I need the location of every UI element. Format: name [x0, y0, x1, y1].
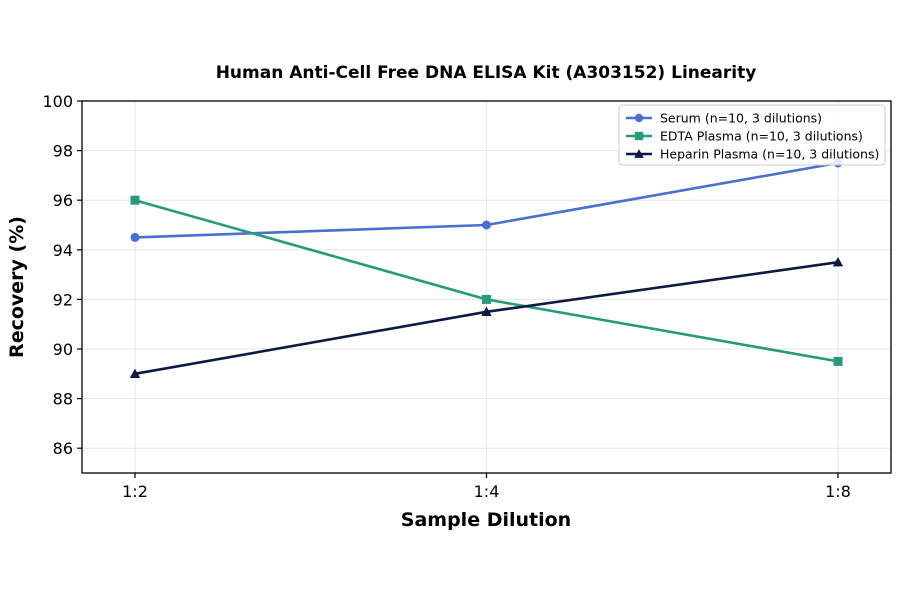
data-point: [130, 195, 140, 205]
y-tick-label: 90: [53, 340, 73, 359]
data-point: [832, 257, 844, 267]
legend-box: [618, 104, 886, 166]
legend-label: Heparin Plasma (n=10, 3 dilutions): [660, 147, 879, 162]
y-tick-label: 96: [53, 191, 73, 210]
series-2: [129, 257, 844, 378]
data-point: [482, 220, 491, 230]
y-tick-label: 86: [53, 439, 73, 458]
y-tick-label: 100: [42, 92, 73, 111]
legend-label: EDTA Plasma (n=10, 3 dilutions): [660, 129, 863, 144]
legend-entry: Heparin Plasma (n=10, 3 dilutions): [626, 147, 879, 162]
data-point: [129, 368, 141, 378]
data-point: [481, 306, 492, 316]
legend-entry: EDTA Plasma (n=10, 3 dilutions): [626, 129, 863, 144]
legend-marker: [634, 113, 644, 123]
series-layer: [129, 158, 844, 378]
legend-marker: [634, 149, 644, 158]
data-point: [833, 356, 843, 366]
legend-label: Serum (n=10, 3 dilutions): [660, 111, 822, 126]
y-tick-label: 94: [53, 241, 73, 260]
y-tick-label: 88: [53, 390, 73, 409]
y-axis-label: Recovery (%): [6, 216, 28, 358]
x-tick-label: 1:8: [825, 482, 851, 501]
series-1: [130, 195, 843, 366]
legend-entry: Serum (n=10, 3 dilutions): [626, 111, 822, 126]
chart-title: Human Anti-Cell Free DNA ELISA Kit (A303…: [216, 63, 757, 83]
y-tick-label: 98: [53, 142, 73, 161]
x-axis-label: Sample Dilution: [401, 509, 571, 531]
axes: 86 88 90 92 94 96 98 100 1:2 1:4 1:8: [42, 92, 850, 501]
x-tick-label: 1:2: [122, 482, 148, 501]
x-tick-label: 1:4: [474, 482, 500, 501]
y-tick-label: 92: [53, 290, 73, 309]
legend: Serum (n=10, 3 dilutions) EDTA Plasma (n=…: [618, 104, 886, 166]
data-point: [482, 294, 491, 304]
data-point: [130, 232, 140, 242]
legend-marker: [634, 131, 644, 141]
